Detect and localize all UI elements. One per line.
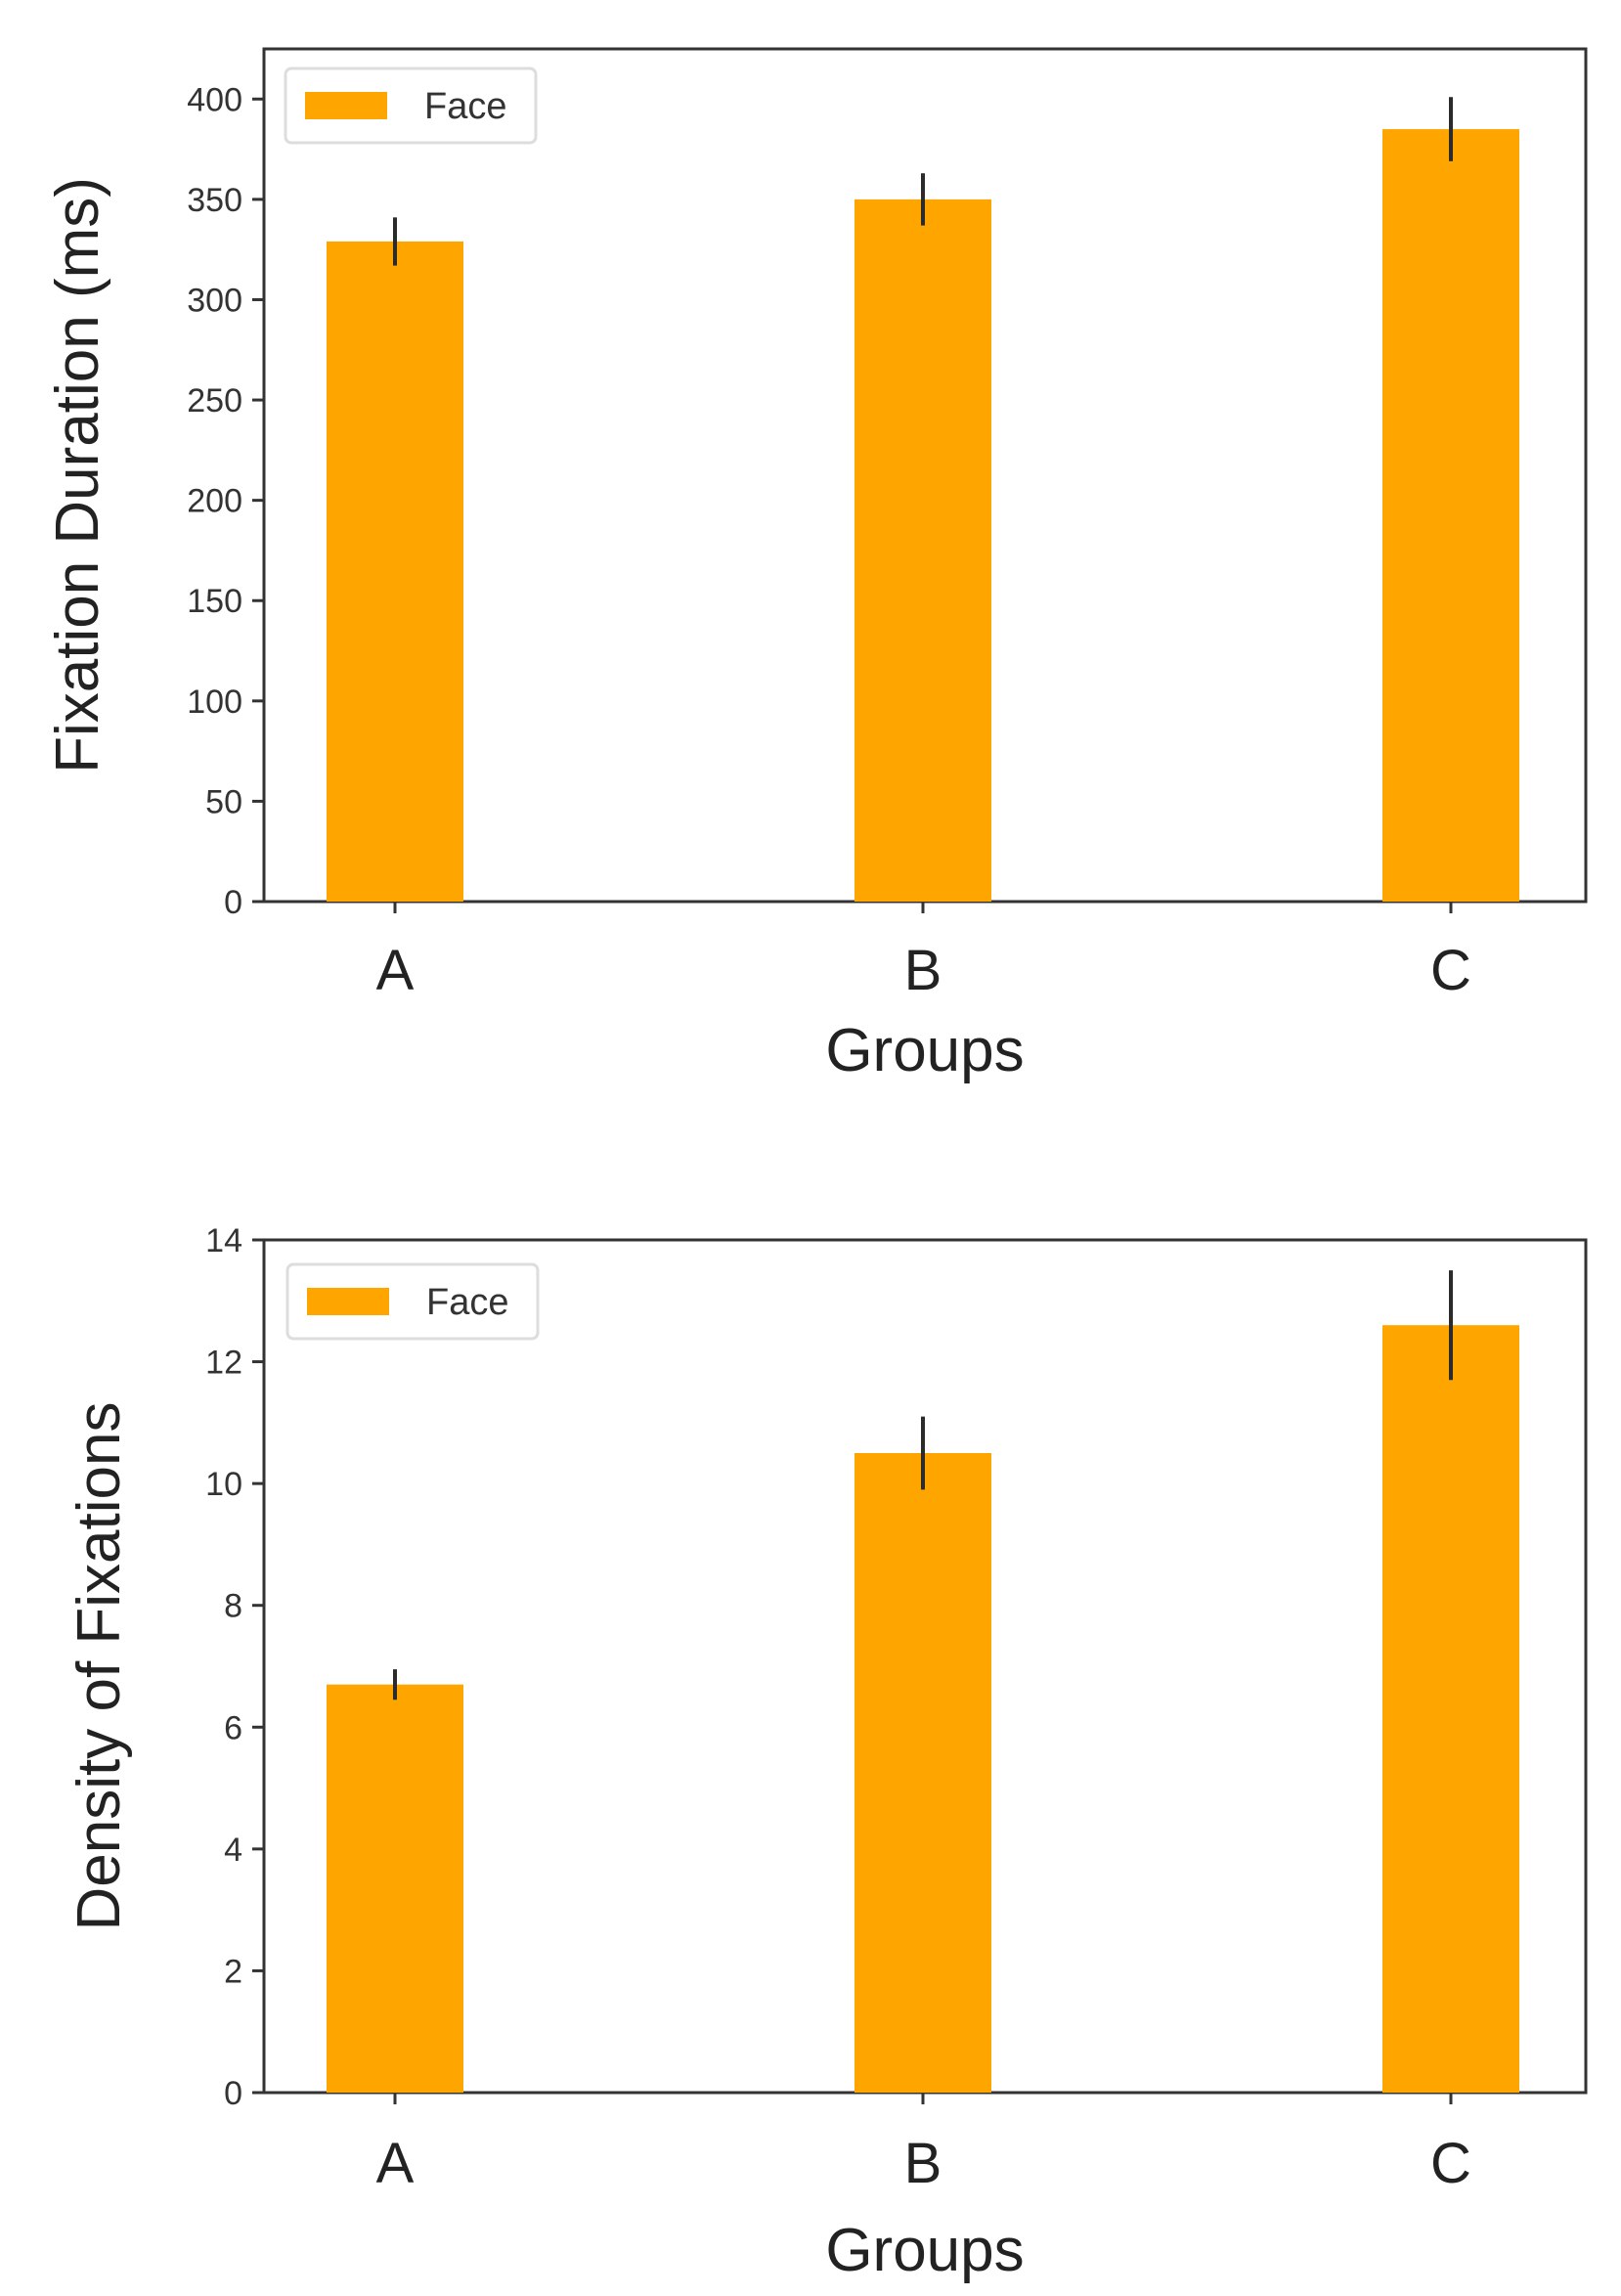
x-axis-title: Groups xyxy=(825,1017,1024,1084)
x-tick-label: C xyxy=(1430,2132,1471,2195)
bar-B xyxy=(854,1453,991,2093)
legend-label: Face xyxy=(426,1282,508,1323)
bar-A xyxy=(327,241,463,902)
y-tick-label: 200 xyxy=(187,483,242,520)
bar-A xyxy=(327,1684,463,2093)
legend-label: Face xyxy=(424,86,506,127)
y-tick-label: 8 xyxy=(224,1588,242,1625)
chart-panel-1: 0 50 100 150 200 250 300 350 400 A B C Groups Fixatio… xyxy=(44,47,1588,1084)
legend-swatch xyxy=(307,1288,389,1315)
y-tick-label: 250 xyxy=(187,382,242,419)
y-tick-label: 50 xyxy=(205,783,242,820)
x-tick-label: B xyxy=(904,2132,942,2195)
y-axis-title: Fixation Duration (ms) xyxy=(44,177,111,773)
y-tick-label: 14 xyxy=(205,1222,242,1259)
y-tick-label: 12 xyxy=(205,1345,242,1382)
y-axis-title: Density of Fixations xyxy=(66,1402,133,1931)
bar-B xyxy=(854,199,991,903)
legend-swatch xyxy=(305,92,387,119)
x-tick-label: C xyxy=(1430,939,1471,1002)
legend-box xyxy=(285,1262,540,1341)
y-tick-label: 0 xyxy=(224,884,242,921)
y-tick-label: 300 xyxy=(187,282,242,319)
y-tick-label: 6 xyxy=(224,1709,242,1746)
x-tick-label: A xyxy=(376,2132,415,2195)
y-tick-label: 150 xyxy=(187,583,242,620)
y-tick-label: 0 xyxy=(224,2075,242,2112)
y-tick-label: 350 xyxy=(187,182,242,219)
legend-box xyxy=(284,66,538,145)
y-tick-label: 10 xyxy=(205,1466,242,1503)
bar-C xyxy=(1382,129,1519,903)
x-tick-label: A xyxy=(376,939,415,1002)
y-tick-label: 2 xyxy=(224,1953,242,1990)
bar-C xyxy=(1382,1325,1519,2093)
chart-panel-2: 0 2 4 6 8 10 12 14 A B C Groups Density of Fixations… xyxy=(66,1222,1588,2284)
x-tick-label: B xyxy=(904,939,942,1002)
y-tick-label: 100 xyxy=(187,684,242,721)
x-axis-title: Groups xyxy=(825,2217,1024,2284)
y-tick-label: 4 xyxy=(224,1832,242,1869)
y-tick-label: 400 xyxy=(187,81,242,118)
